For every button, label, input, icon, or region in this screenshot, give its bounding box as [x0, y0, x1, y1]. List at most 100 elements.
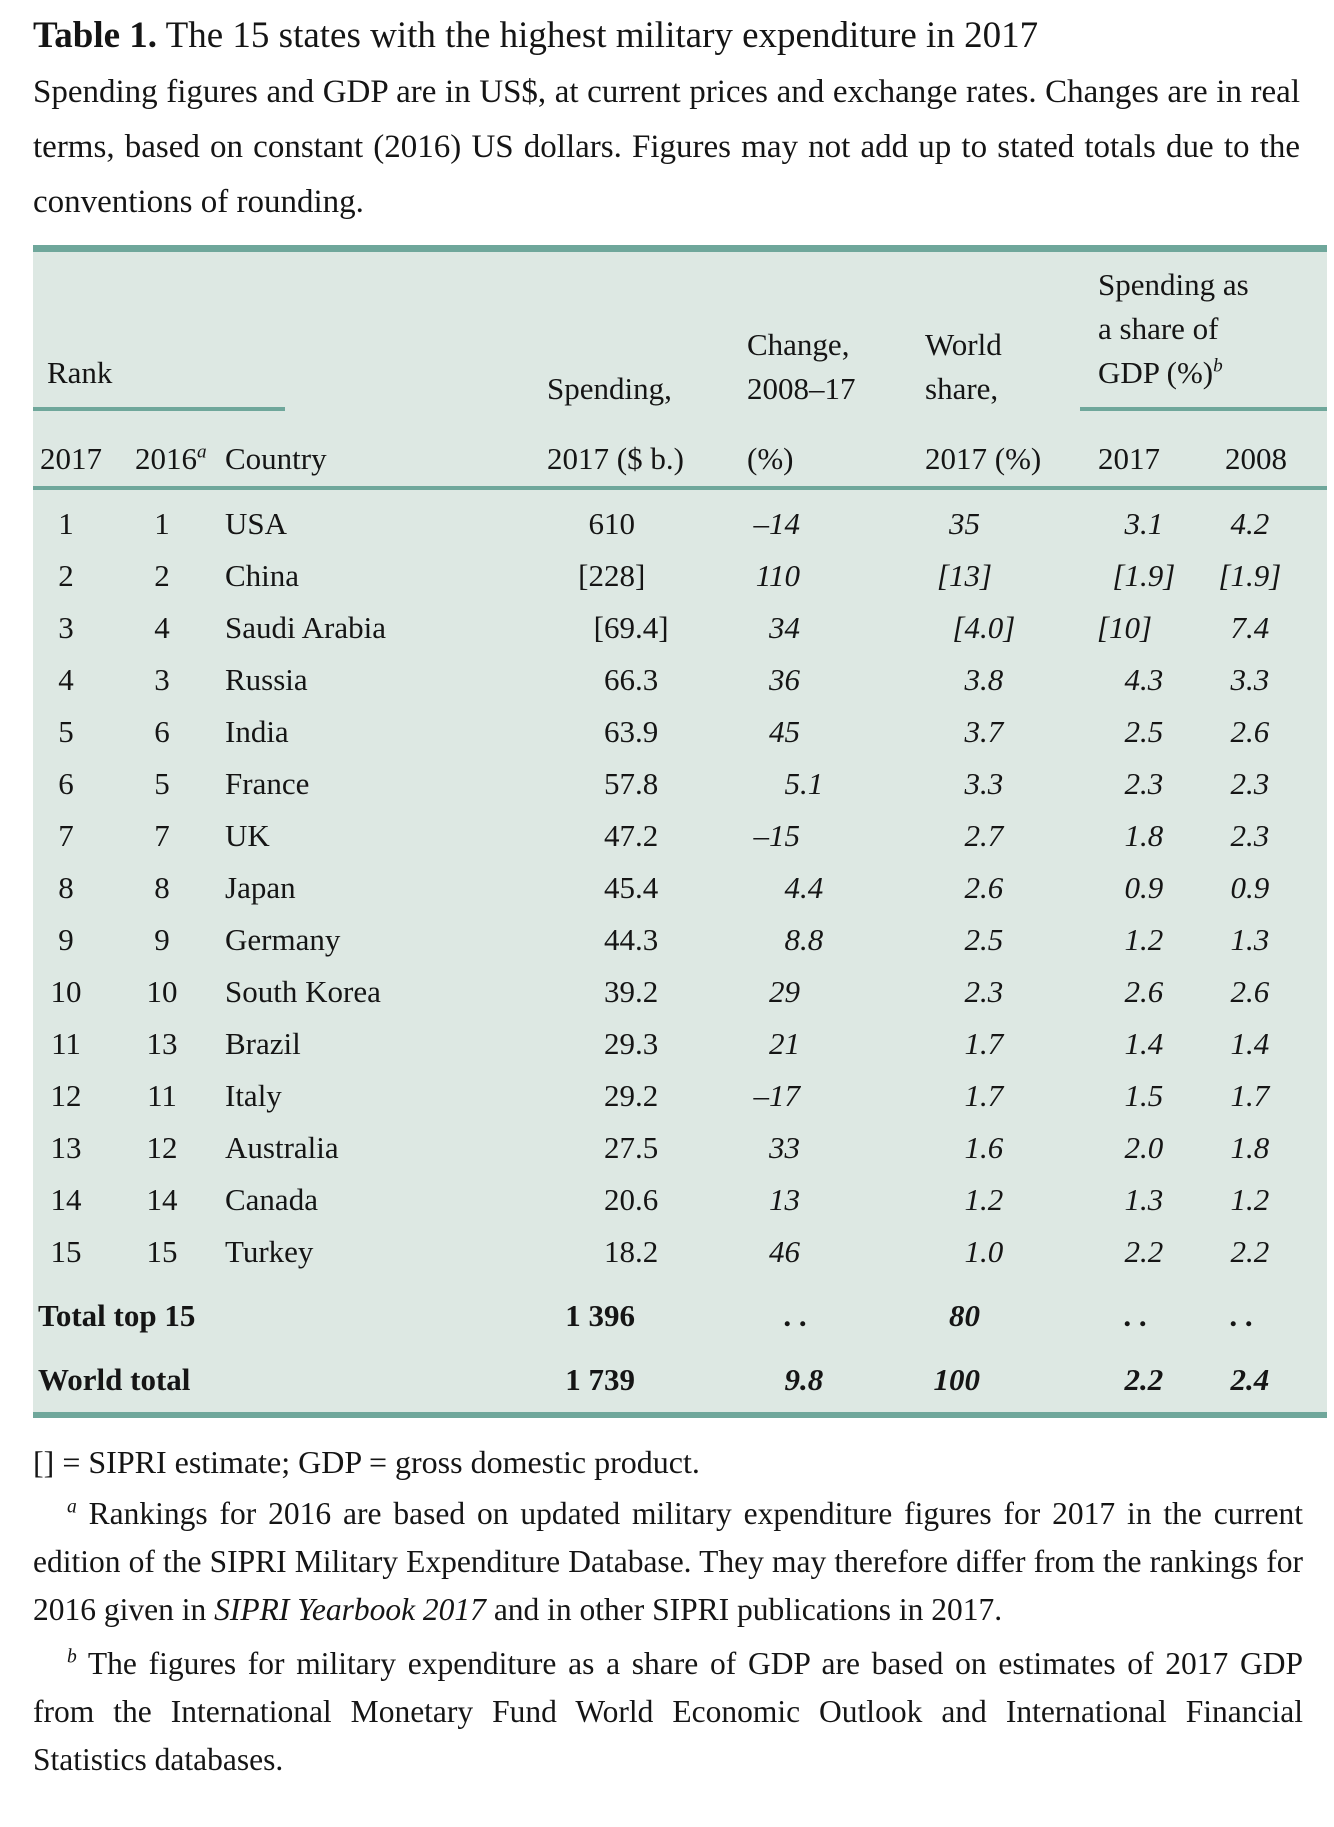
- cell-rank2017: 14: [50, 1182, 82, 1217]
- number-int: 8: [784, 922, 801, 957]
- number-frac: .2: [1140, 1234, 1164, 1269]
- number-frac: .6: [1140, 974, 1164, 1009]
- header-spending-line2: 2017 ($ b.): [547, 441, 684, 476]
- number-int: 2: [1124, 1362, 1141, 1397]
- cell-rank2016: 4: [154, 610, 170, 645]
- number-int: 3: [964, 714, 981, 749]
- cell-spending: [69.4]: [540, 610, 740, 646]
- number-int: 1: [1230, 1182, 1247, 1217]
- cell-rank2017: 4: [58, 662, 74, 697]
- cell-rank2016: 12: [146, 1130, 178, 1165]
- number-frac: .: [1246, 1298, 1254, 1333]
- cell-country: Australia: [225, 1130, 339, 1165]
- number-frac: .6: [980, 1130, 1004, 1165]
- footnote-b: b The figures for military expenditure a…: [33, 1640, 1303, 1784]
- cell-gdp2017: 2.6: [1090, 974, 1218, 1010]
- cell-country: India: [225, 714, 289, 749]
- number-int: 3: [1124, 506, 1141, 541]
- cell-change: –17: [740, 1078, 918, 1114]
- table-caption: Spending figures and GDP are in US$, at …: [33, 74, 1300, 220]
- number-frac: ]: [1140, 610, 1153, 645]
- number-frac: .4: [1246, 1026, 1270, 1061]
- cell-share: 1.2: [918, 1182, 1090, 1218]
- footnote-a-text1: Rankings for 2016 are based on updated m…: [33, 1496, 1303, 1627]
- cell-gdp2008: 1.8: [1218, 1130, 1327, 1166]
- number-frac: .9]: [1246, 558, 1282, 593]
- number-int: 2: [1124, 1234, 1141, 1269]
- cell-spending: 20.6: [540, 1182, 740, 1218]
- cell-gdp2017: 2.3: [1090, 766, 1218, 802]
- number-frac: .6: [980, 870, 1004, 905]
- cell-rank2016: 2: [154, 558, 170, 593]
- cell-gdp2008: 2.4: [1218, 1362, 1327, 1398]
- table-row: 10 10 South Korea 39.2 29 2.3 2.6 2.6: [33, 966, 1327, 1018]
- table-row: 4 3 Russia 66.3 36 3.8 4.3 3.3: [33, 654, 1327, 706]
- footnote-b-sup: b: [67, 1646, 77, 1668]
- cell-gdp2017: 0.9: [1090, 870, 1218, 906]
- cell-spending: 27.5: [540, 1130, 740, 1166]
- number-int: 1: [964, 1234, 981, 1269]
- cell-spending: 29.3: [540, 1026, 740, 1062]
- cell-share: 1.0: [918, 1234, 1090, 1270]
- rank-group-rule: [33, 407, 285, 411]
- cell-share: 2.7: [918, 818, 1090, 854]
- cell-gdp2008: 1.2: [1218, 1182, 1327, 1218]
- number-int: .: [1230, 1298, 1246, 1333]
- header-rank: Rank: [47, 355, 113, 390]
- table-legend: [] = SIPRI estimate; GDP = gross domesti…: [33, 1444, 700, 1480]
- cell-gdp2017: 2.0: [1090, 1130, 1218, 1166]
- number-int: [13: [936, 558, 980, 593]
- number-int: 4: [784, 870, 801, 905]
- number-frac: .3: [1140, 1182, 1164, 1217]
- footnote-a-sup: a: [67, 1496, 77, 1518]
- number-int: 29: [604, 1078, 635, 1113]
- number-int: 29: [604, 1026, 635, 1061]
- cell-share: [4.0]: [918, 610, 1090, 646]
- cell-gdp2017: 3.1: [1090, 506, 1218, 542]
- cell-gdp2008: 1.3: [1218, 922, 1327, 958]
- table-row: 1 1 USA 610 –14 35 3.1 4.2: [33, 498, 1327, 550]
- number-int: .: [784, 1298, 800, 1333]
- cell-share: 1.6: [918, 1130, 1090, 1166]
- header-change-line1: Change,: [747, 327, 850, 362]
- cell-country: Saudi Arabia: [225, 610, 386, 645]
- number-int: 44: [604, 922, 635, 957]
- table-body: 1 1 USA 610 –14 35 3.1 4.2 2 2 China [228] 110 [13] [1…: [33, 490, 1327, 1412]
- number-frac: .1: [1140, 506, 1164, 541]
- number-int: 1: [1124, 1078, 1141, 1113]
- cell-gdp2008: 2.6: [1218, 714, 1327, 750]
- number-int: 2: [1230, 766, 1247, 801]
- cell-rank2016: 5: [154, 766, 170, 801]
- table-row: 11 13 Brazil 29.3 21 1.7 1.4 1.4: [33, 1018, 1327, 1070]
- document-page: Table 1. The 15 states with the highest …: [33, 12, 1327, 1784]
- cell-change: 29: [740, 974, 918, 1010]
- table-row: 12 11 Italy 29.2 –17 1.7 1.5 1.7: [33, 1070, 1327, 1122]
- number-int: 63: [604, 714, 635, 749]
- cell-rank2016: 6: [154, 714, 170, 749]
- number-frac: .2: [635, 1234, 659, 1269]
- number-int: 3: [964, 766, 981, 801]
- number-frac: .5: [1140, 1078, 1164, 1113]
- cell-share: 2.5: [918, 922, 1090, 958]
- number-int: [69: [593, 610, 635, 645]
- number-frac: .7: [980, 1026, 1004, 1061]
- footnote-a-marker: a: [197, 441, 207, 463]
- number-int: 1: [1230, 922, 1247, 957]
- cell-change: 46: [740, 1234, 918, 1270]
- number-frac: .4: [800, 870, 824, 905]
- share-subheader-row: 2017 (%): [918, 411, 1090, 486]
- number-int: 3: [1230, 662, 1247, 697]
- number-frac: ]: [980, 558, 993, 593]
- number-int: 1: [1124, 1026, 1141, 1061]
- number-frac: .3: [1246, 662, 1270, 697]
- cell-gdp2017: [10]: [1090, 610, 1218, 646]
- table-row: 3 4 Saudi Arabia [69.4] 34 [4.0] [10] 7.4: [33, 602, 1327, 654]
- cell-country: Brazil: [225, 1026, 301, 1061]
- number-frac: .3: [1140, 662, 1164, 697]
- table-row: 15 15 Turkey 18.2 46 1.0 2.2 2.2: [33, 1226, 1327, 1278]
- cell-gdp2008: 7.4: [1218, 610, 1327, 646]
- table-row: 2 2 China [228] 110 [13] [1.9] [1.9]: [33, 550, 1327, 602]
- number-int: [1: [1218, 558, 1246, 593]
- number-frac: .0: [1140, 1130, 1164, 1165]
- page-title: Table 1. The 15 states with the highest …: [33, 12, 1304, 60]
